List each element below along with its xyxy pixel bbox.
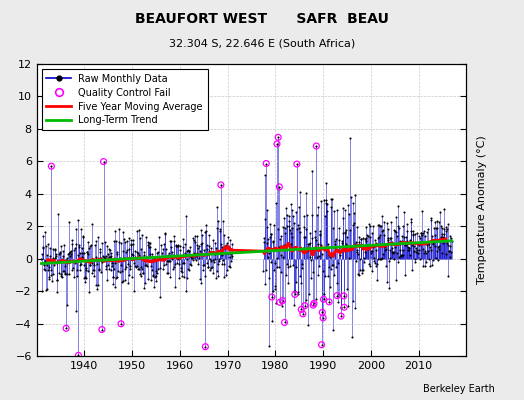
Point bbox=[274, 134, 282, 140]
Point bbox=[318, 309, 326, 316]
Point bbox=[268, 294, 276, 300]
Point bbox=[275, 184, 283, 190]
Text: 32.304 S, 22.646 E (South Africa): 32.304 S, 22.646 E (South Africa) bbox=[169, 38, 355, 48]
Point bbox=[325, 299, 333, 305]
Legend: Raw Monthly Data, Quality Control Fail, Five Year Moving Average, Long-Term Tren: Raw Monthly Data, Quality Control Fail, … bbox=[41, 69, 208, 130]
Point bbox=[309, 302, 318, 308]
Point bbox=[319, 296, 328, 302]
Y-axis label: Temperature Anomaly (°C): Temperature Anomaly (°C) bbox=[477, 136, 487, 284]
Point bbox=[291, 291, 299, 298]
Point bbox=[301, 302, 309, 309]
Point bbox=[340, 293, 348, 299]
Text: Berkeley Earth: Berkeley Earth bbox=[423, 384, 495, 394]
Point bbox=[310, 300, 318, 306]
Point bbox=[217, 182, 225, 188]
Text: BEAUFORT WEST      SAFR  BEAU: BEAUFORT WEST SAFR BEAU bbox=[135, 12, 389, 26]
Point bbox=[312, 143, 321, 149]
Point bbox=[340, 304, 348, 310]
Point bbox=[299, 311, 307, 317]
Point bbox=[262, 160, 270, 167]
Point bbox=[276, 299, 284, 306]
Point bbox=[47, 163, 56, 169]
Point bbox=[62, 325, 70, 332]
Point bbox=[98, 326, 106, 333]
Point bbox=[117, 320, 125, 327]
Point bbox=[278, 297, 287, 304]
Point bbox=[100, 158, 108, 165]
Point bbox=[293, 161, 301, 167]
Point bbox=[318, 342, 326, 348]
Point bbox=[297, 306, 305, 313]
Point bbox=[333, 292, 341, 299]
Point bbox=[201, 344, 210, 350]
Point bbox=[319, 315, 328, 321]
Point bbox=[273, 141, 281, 147]
Point bbox=[280, 319, 289, 326]
Point bbox=[74, 352, 83, 358]
Point bbox=[337, 313, 345, 319]
